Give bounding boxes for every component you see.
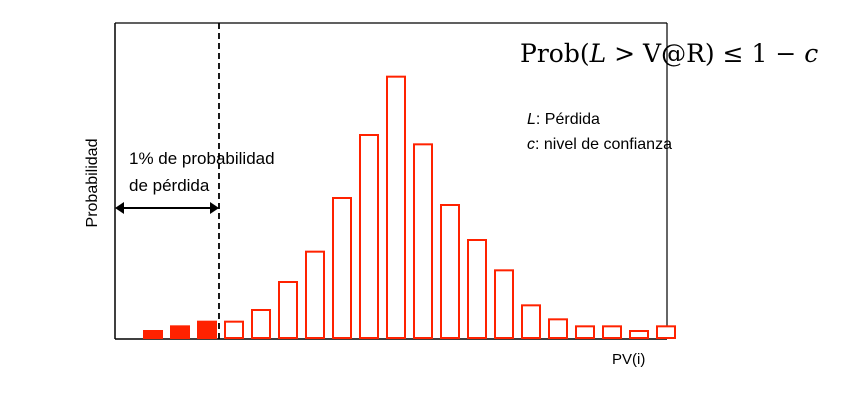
histogram-bar	[386, 75, 406, 340]
histogram-bar	[656, 325, 676, 340]
histogram-bar	[251, 309, 271, 339]
histogram-bar	[359, 134, 379, 339]
histogram-bar	[305, 250, 325, 340]
histogram-bar	[278, 281, 298, 339]
histogram-bar	[197, 320, 217, 339]
histogram-bar	[548, 318, 568, 340]
histogram-bar	[494, 269, 514, 340]
histogram-bar	[170, 325, 190, 340]
histogram-bar	[440, 204, 460, 339]
histogram-bar	[332, 197, 352, 339]
x-axis-label: PV(i)	[612, 351, 645, 368]
legend-item-loss: L: Pérdida	[527, 111, 600, 128]
y-axis-label: Probabilidad	[84, 139, 101, 228]
histogram-bar	[467, 239, 487, 339]
bars-group	[143, 75, 676, 340]
histogram-bar	[602, 325, 622, 340]
formula: Prob(L > V@R) ≤ 1 − c	[520, 39, 818, 68]
annotation-line2: de pérdida	[129, 176, 210, 195]
annotation-line1: 1% de probabilidad	[129, 149, 275, 168]
legend-item-confidence: c: nivel de confianza	[527, 136, 672, 153]
histogram-bar	[413, 143, 433, 339]
loss-range-arrow	[115, 202, 219, 214]
histogram-bar	[224, 320, 244, 339]
histogram-bar	[629, 330, 649, 339]
histogram-bar	[575, 325, 595, 340]
histogram-bar	[521, 304, 541, 340]
histogram-bar	[143, 330, 163, 339]
